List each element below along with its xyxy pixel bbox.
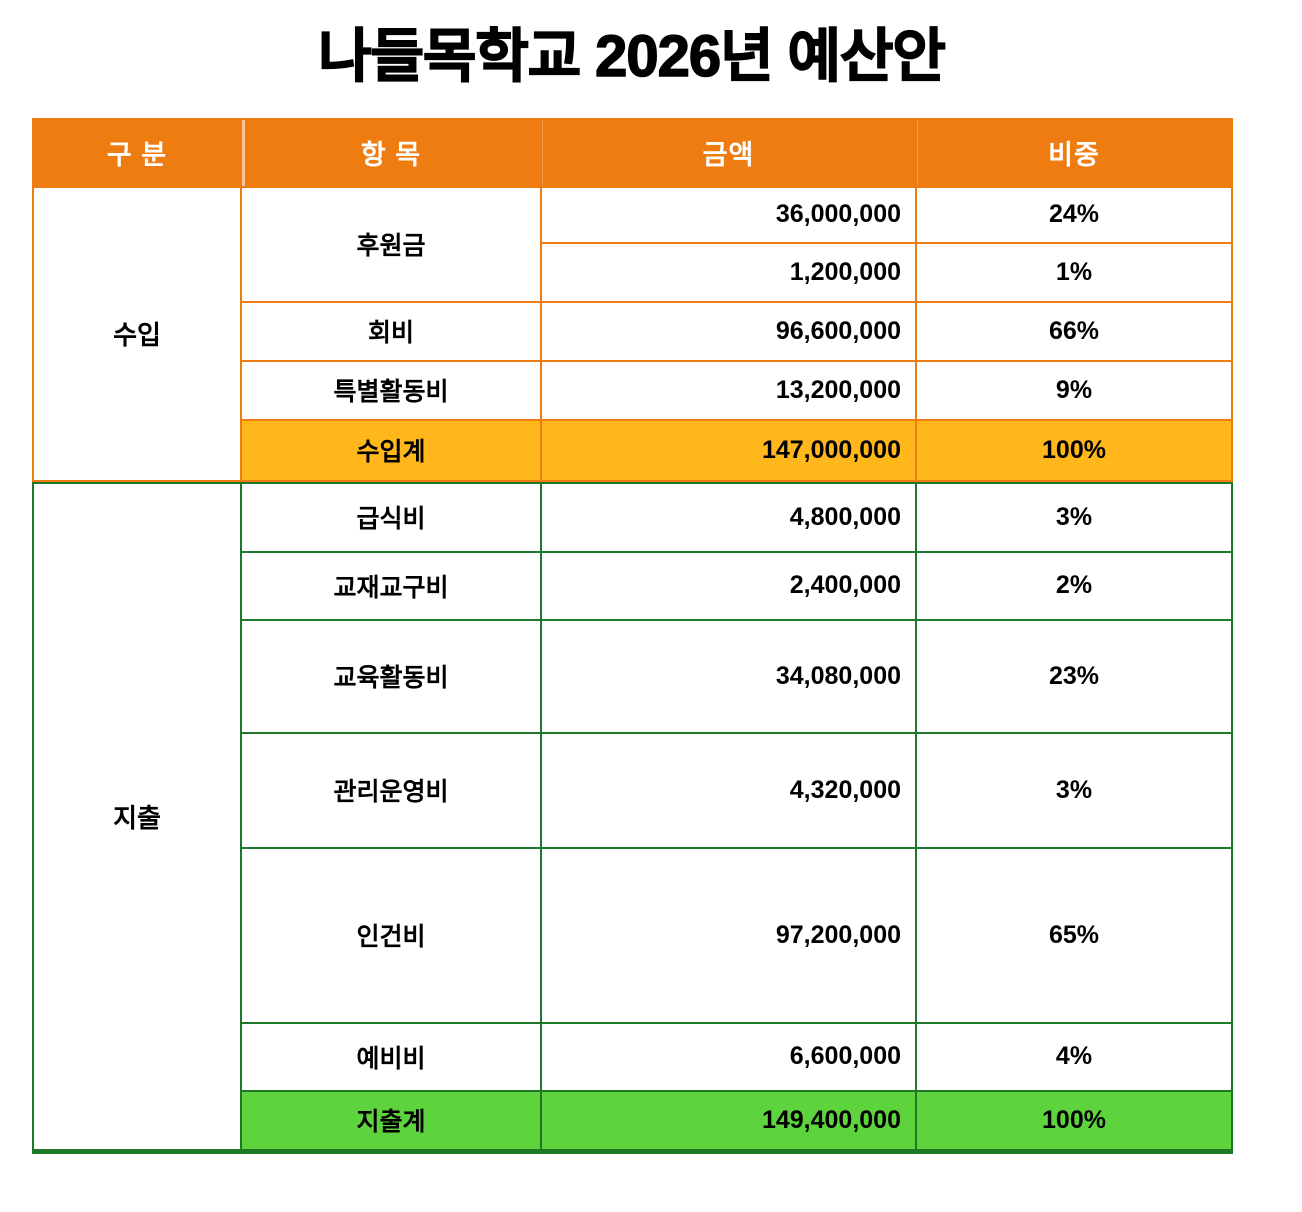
amount-cell: 34,080,000 xyxy=(540,618,917,734)
ratio-cell: 3% xyxy=(915,731,1233,849)
expense-row: 관리운영비 4,320,000 3% xyxy=(33,731,1233,849)
item-cell: 교재교구비 xyxy=(240,550,542,621)
expense-row: 교육활동비 34,080,000 23% xyxy=(33,618,1233,734)
expense-row: 교재교구비 2,400,000 2% xyxy=(33,550,1233,621)
amount-cell: 4,320,000 xyxy=(540,731,917,849)
income-total-amount-cell: 147,000,000 xyxy=(540,418,917,482)
income-row: 1,200,000 1% xyxy=(33,241,1233,303)
expense-total-row: 지출계 149,400,000 100% xyxy=(33,1089,1233,1153)
header-amount-cell: 금액 xyxy=(540,117,917,188)
income-row: 특별활동비 13,200,000 9% xyxy=(33,359,1233,421)
income-table: 구 분 항 목 금액 비중 수입 후원금 36,000,000 24% 1,20… xyxy=(32,117,1233,482)
header-item-cell: 항 목 xyxy=(240,117,542,188)
income-total-row: 수입계 147,000,000 100% xyxy=(33,418,1233,482)
income-category-cell: 수입 xyxy=(32,185,242,482)
header-row: 구 분 항 목 금액 비중 xyxy=(32,117,1233,188)
ratio-cell: 1% xyxy=(915,241,1233,303)
amount-cell: 96,600,000 xyxy=(540,300,917,362)
expense-table: 지출 급식비 4,800,000 3% 교재교구비 2,400,000 2% 교… xyxy=(32,481,1233,1155)
ratio-cell: 9% xyxy=(915,359,1233,421)
budget-table: 구 분 항 목 금액 비중 수입 후원금 36,000,000 24% 1,20… xyxy=(32,117,1233,1155)
item-cell: 인건비 xyxy=(240,846,542,1024)
income-row: 회비 96,600,000 66% xyxy=(33,300,1233,362)
income-total-label-cell: 수입계 xyxy=(240,418,542,482)
ratio-cell: 2% xyxy=(915,550,1233,621)
item-cell: 교육활동비 xyxy=(240,618,542,734)
expense-row: 지출 급식비 4,800,000 3% xyxy=(32,481,1233,1153)
amount-cell: 4,800,000 xyxy=(540,481,917,553)
item-cell: 급식비 xyxy=(240,481,542,553)
expense-row: 인건비 97,200,000 65% xyxy=(33,846,1233,1024)
item-cell: 예비비 xyxy=(240,1021,542,1092)
header-ratio-cell: 비중 xyxy=(915,117,1233,188)
item-cell: 특별활동비 xyxy=(240,359,542,421)
amount-cell: 6,600,000 xyxy=(540,1021,917,1092)
ratio-cell: 3% xyxy=(915,481,1233,553)
expense-total-label-cell: 지출계 xyxy=(240,1089,542,1153)
amount-cell: 97,200,000 xyxy=(540,846,917,1024)
amount-cell: 36,000,000 xyxy=(540,185,917,244)
amount-cell: 2,400,000 xyxy=(540,550,917,621)
ratio-cell: 66% xyxy=(915,300,1233,362)
ratio-cell: 65% xyxy=(915,846,1233,1024)
amount-cell: 1,200,000 xyxy=(540,241,917,303)
expense-total-ratio-cell: 100% xyxy=(915,1089,1233,1153)
page-title: 나들목학교 2026년 예산안 xyxy=(318,23,947,89)
ratio-cell: 4% xyxy=(915,1021,1233,1092)
expense-total-amount-cell: 149,400,000 xyxy=(540,1089,917,1153)
item-cell: 관리운영비 xyxy=(240,731,542,849)
amount-cell: 13,200,000 xyxy=(540,359,917,421)
expense-row: 예비비 6,600,000 4% xyxy=(33,1021,1233,1092)
ratio-cell: 23% xyxy=(915,618,1233,734)
item-cell: 후원금 xyxy=(240,185,542,303)
expense-category-cell: 지출 xyxy=(32,481,242,1153)
income-total-ratio-cell: 100% xyxy=(915,418,1233,482)
item-cell: 회비 xyxy=(240,300,542,362)
ratio-cell: 24% xyxy=(915,185,1233,244)
income-row: 수입 후원금 36,000,000 24% xyxy=(32,185,1233,482)
header-category-cell: 구 분 xyxy=(32,117,242,188)
